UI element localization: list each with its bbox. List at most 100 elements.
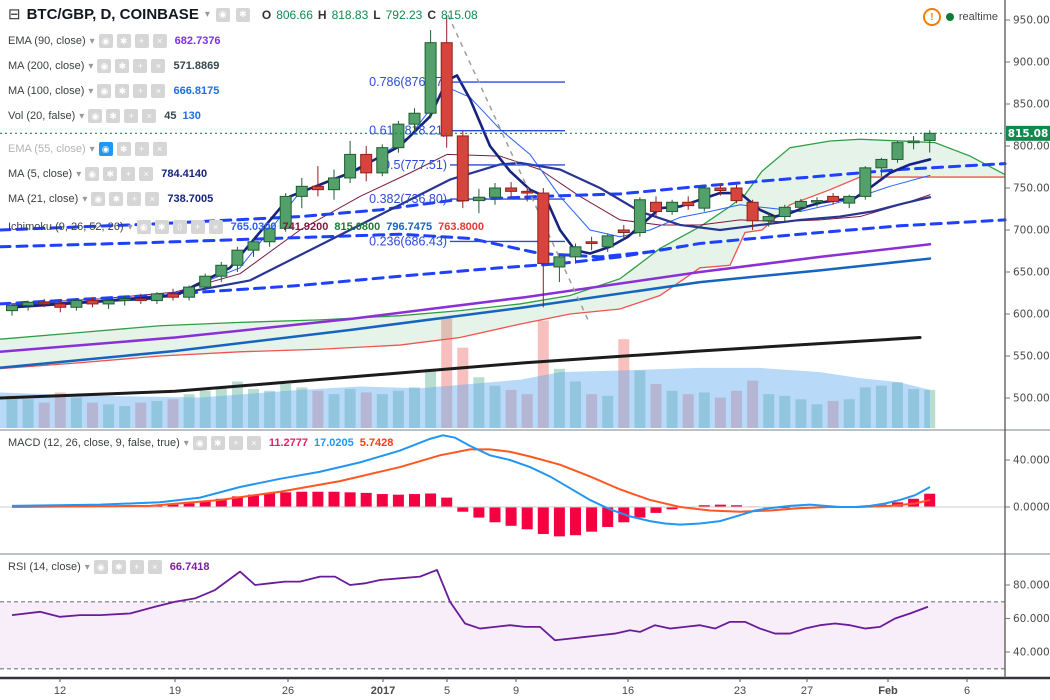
volume-bar <box>682 394 694 428</box>
fib-level-label: 0.618(818.21) <box>369 124 447 138</box>
indicator-dropdown-icon[interactable]: ▾ <box>88 60 94 72</box>
candle-body <box>344 153 357 179</box>
indicator-dropdown-icon[interactable]: ▾ <box>82 193 88 205</box>
indicator-dropdown-icon[interactable]: ▾ <box>88 85 94 97</box>
volume-bar <box>344 389 356 428</box>
macd-hist-bar <box>489 507 501 523</box>
symbol-dropdown-icon[interactable]: ▾ <box>204 9 210 20</box>
symbol-gear-icon[interactable]: ✱ <box>235 7 250 22</box>
indicator-plus-icon[interactable]: + <box>129 560 144 574</box>
indicator-eye-icon[interactable]: ◉ <box>98 142 113 156</box>
high-label: H <box>317 7 327 22</box>
indicator-value: 130 <box>182 110 201 122</box>
indicator-dropdown-icon[interactable]: ▾ <box>183 437 189 449</box>
fib-level-label: 0.5(777.51) <box>383 158 447 172</box>
indicator-eye-icon[interactable]: ◉ <box>136 220 151 234</box>
indicator-plus-icon[interactable]: + <box>121 167 136 181</box>
indicator-close-icon[interactable]: × <box>139 167 154 181</box>
indicator-eye-icon[interactable]: ◉ <box>85 167 100 181</box>
fib-level-label: 0.382(736.80) <box>369 192 447 206</box>
indicator-plus-icon[interactable]: + <box>133 84 148 98</box>
indicator-gear-icon[interactable]: ✱ <box>116 142 131 156</box>
indicator-close-icon[interactable]: × <box>246 436 261 450</box>
time-tick-label: 9 <box>513 685 519 697</box>
indicator-dropdown-icon[interactable]: ▾ <box>84 561 90 573</box>
indicator-paren-icon[interactable]: () <box>172 220 187 234</box>
indicator-plus-icon[interactable]: + <box>190 220 205 234</box>
indicator-gear-icon[interactable]: ✱ <box>115 59 130 73</box>
volume-bar <box>924 389 936 428</box>
time-tick-label: 12 <box>54 685 66 697</box>
indicator-plus-icon[interactable]: + <box>134 34 149 48</box>
time-axis[interactable]: 12 19 26 2017 5 9 16 23 27 Feb 6 <box>54 678 970 697</box>
indicator-plus-icon[interactable]: + <box>228 436 243 450</box>
indicator-values: 738.7005 <box>167 193 213 205</box>
close-value: 815.08 <box>441 7 478 22</box>
last-price-badge <box>1006 125 1050 141</box>
indicator-value: 815.0800 <box>334 221 381 233</box>
indicator-close-icon[interactable]: × <box>152 34 167 48</box>
macd-hist-bar <box>183 503 195 507</box>
indicator-close-icon[interactable]: × <box>208 220 223 234</box>
indicator-close-icon[interactable]: × <box>151 59 166 73</box>
indicator-eye-icon[interactable]: ◉ <box>97 84 112 98</box>
indicator-label[interactable]: EMA (55, close) <box>8 143 86 155</box>
fib-retracement[interactable]: 0.786(876.17)0.618(818.21)0.5(777.51)0.3… <box>369 75 565 248</box>
indicator-dropdown-icon[interactable]: ▾ <box>79 110 85 122</box>
indicator-label[interactable]: MA (21, close) <box>8 193 79 205</box>
volume-bar <box>296 387 308 428</box>
indicator-gear-icon[interactable]: ✱ <box>111 560 126 574</box>
indicator-eye-icon[interactable]: ◉ <box>91 192 106 206</box>
indicator-label[interactable]: MACD (12, 26, close, 9, false, true) <box>8 437 180 449</box>
candle-body <box>424 42 437 114</box>
volume-bar <box>151 400 163 428</box>
time-tick-label: 5 <box>444 685 450 697</box>
indicator-label[interactable]: Ichimoku (9, 26, 52, 26) <box>8 221 124 233</box>
indicator-eye-icon[interactable]: ◉ <box>97 59 112 73</box>
volume-bar <box>698 392 710 428</box>
indicator-label[interactable]: MA (5, close) <box>8 168 73 180</box>
indicator-eye-icon[interactable]: ◉ <box>93 560 108 574</box>
indicator-close-icon[interactable]: × <box>142 109 157 123</box>
indicator-eye-icon[interactable]: ◉ <box>98 34 113 48</box>
indicator-close-icon[interactable]: × <box>151 84 166 98</box>
indicator-gear-icon[interactable]: ✱ <box>106 109 121 123</box>
volume-bar <box>231 381 243 428</box>
indicator-eye-icon[interactable]: ◉ <box>88 109 103 123</box>
indicator-plus-icon[interactable]: + <box>124 109 139 123</box>
collapse-pane-icon[interactable]: ⊟ <box>8 5 21 23</box>
indicator-dropdown-icon[interactable]: ▾ <box>89 143 95 155</box>
symbol-title[interactable]: BTC/GBP, D, COINBASE <box>26 6 199 23</box>
indicator-close-icon[interactable]: × <box>152 142 167 156</box>
indicator-value: 17.0205 <box>313 437 354 449</box>
indicator-gear-icon[interactable]: ✱ <box>154 220 169 234</box>
macd-hist-bar <box>666 507 678 510</box>
macd-hist-bar <box>167 504 179 507</box>
indicator-dropdown-icon[interactable]: ▾ <box>127 221 133 233</box>
candle-body <box>6 305 18 312</box>
indicator-plus-icon[interactable]: + <box>127 192 142 206</box>
indicator-eye-icon[interactable]: ◉ <box>192 436 207 450</box>
indicator-close-icon[interactable]: × <box>145 192 160 206</box>
indicator-label[interactable]: Vol (20, false) <box>8 110 76 122</box>
indicator-label[interactable]: EMA (90, close) <box>8 35 86 47</box>
indicator-gear-icon[interactable]: ✱ <box>116 34 131 48</box>
price-axis[interactable]: 950.00 900.00 850.00 800.00 750.00 700.00 650.… <box>1005 15 1050 659</box>
indicator-dropdown-icon[interactable]: ▾ <box>76 168 82 180</box>
indicator-close-icon[interactable]: × <box>147 560 162 574</box>
symbol-eye-icon[interactable]: ◉ <box>215 7 230 22</box>
indicator-gear-icon[interactable]: ✱ <box>210 436 225 450</box>
indicator-label[interactable]: RSI (14, close) <box>8 561 81 573</box>
trendline[interactable] <box>447 14 589 321</box>
indicator-dropdown-icon[interactable]: ▾ <box>89 35 95 47</box>
indicator-plus-icon[interactable]: + <box>134 142 149 156</box>
indicator-label[interactable]: MA (100, close) <box>8 85 85 97</box>
indicator-gear-icon[interactable]: ✱ <box>103 167 118 181</box>
indicator-plus-icon[interactable]: + <box>133 59 148 73</box>
macd-hist-bar <box>521 507 533 530</box>
warning-icon[interactable]: ! <box>922 8 941 26</box>
indicator-gear-icon[interactable]: ✱ <box>109 192 124 206</box>
indicator-label[interactable]: MA (200, close) <box>8 60 85 72</box>
indicator-gear-icon[interactable]: ✱ <box>115 84 130 98</box>
